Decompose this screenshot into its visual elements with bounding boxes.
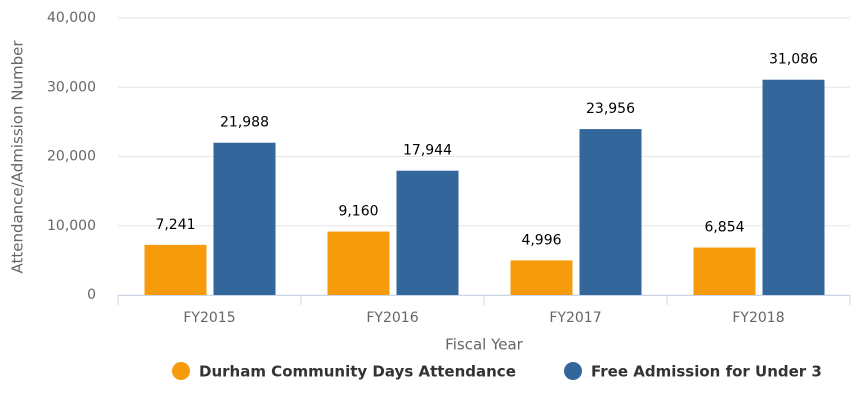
- y-tick-label: 20,000: [47, 149, 96, 165]
- bar: [327, 231, 390, 295]
- y-tick-label: 10,000: [47, 218, 96, 234]
- bar: [579, 129, 642, 295]
- x-tick-label: FY2016: [366, 310, 418, 326]
- legend-label: Durham Community Days Attendance: [199, 363, 516, 381]
- y-tick-label: 40,000: [47, 10, 96, 26]
- data-label: 21,988: [220, 115, 269, 131]
- x-tick-label: FY2015: [183, 310, 235, 326]
- bar: [213, 142, 276, 295]
- bar: [396, 170, 459, 295]
- data-label: 7,241: [155, 217, 195, 233]
- bar: [510, 260, 573, 295]
- x-tick-label: FY2017: [549, 310, 601, 326]
- x-axis-title: Fiscal Year: [445, 336, 523, 354]
- legend-marker: [172, 362, 190, 380]
- legend-marker: [564, 362, 582, 380]
- data-label: 23,956: [586, 101, 635, 117]
- y-tick-label: 0: [87, 287, 96, 303]
- x-tick-label: FY2018: [732, 310, 784, 326]
- data-label: 9,160: [338, 204, 378, 220]
- y-axis-title: Attendance/Admission Number: [9, 40, 27, 274]
- bar: [693, 247, 756, 295]
- data-label: 17,944: [403, 143, 452, 159]
- data-label: 4,996: [521, 232, 561, 248]
- data-label: 31,086: [769, 52, 818, 68]
- bar: [762, 79, 825, 295]
- data-label: 6,854: [704, 220, 744, 236]
- y-tick-label: 30,000: [47, 79, 96, 95]
- legend-label: Free Admission for Under 3: [591, 363, 822, 381]
- bar: [144, 244, 207, 295]
